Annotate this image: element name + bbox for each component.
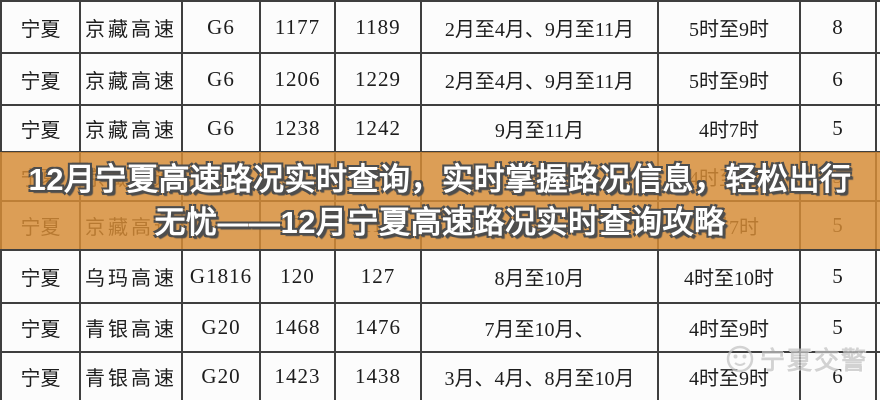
table-cell: 宁夏 bbox=[0, 52, 81, 106]
table-cell: 127 bbox=[334, 249, 422, 304]
table-cell: 8月至10月 bbox=[420, 249, 659, 304]
watermark-label: 宁夏交警 bbox=[759, 347, 868, 375]
table-cell: 1438 bbox=[334, 351, 422, 400]
table-cell: 乌玛高速 bbox=[79, 249, 183, 304]
table-row: 宁夏 京藏高速 G6 1238 1242 9月至11月 4时7时 5 bbox=[0, 104, 880, 153]
traffic-police-badge-icon bbox=[725, 343, 755, 375]
table-cell: 8 bbox=[799, 0, 877, 54]
table-cell: 6 bbox=[799, 52, 877, 106]
table-cell: 京藏高速 bbox=[79, 0, 183, 54]
title-banner-overlay: 12月宁夏高速路况实时查询，实时掌握路况信息，轻松出行 无忧——12月宁夏高速路… bbox=[0, 152, 880, 249]
table-cell: 1476 bbox=[334, 302, 422, 353]
table-cell: 3月、4月、8月至10月 bbox=[420, 351, 659, 400]
table-cell: G20 bbox=[181, 351, 261, 400]
table-cell: 宁夏 bbox=[0, 0, 81, 54]
table-row: 宁夏 京藏高速 G6 1206 1229 2月至4月、9月至11月 5时至9时 … bbox=[0, 52, 880, 106]
table-cell: G6 bbox=[181, 52, 261, 106]
banner-title-line1: 12月宁夏高速路况实时查询，实时掌握路况信息，轻松出行 bbox=[28, 161, 852, 197]
table-row: 宁夏 青银高速 G20 1468 1476 7月至10月、 4时至9时 5 bbox=[0, 302, 880, 353]
table-cell: 京藏高速 bbox=[79, 52, 183, 106]
table-cell: 9月至11月 bbox=[420, 104, 659, 153]
table-cell: 宁夏 bbox=[0, 302, 81, 353]
table-cell: 4时至9时 bbox=[657, 302, 801, 353]
table-cell: 2月至4月、9月至11月 bbox=[420, 52, 659, 106]
table-cell-sliver bbox=[875, 104, 880, 153]
banner-title-line2: 无忧——12月宁夏高速路况实时查询攻略 bbox=[154, 204, 726, 240]
table-cell: G6 bbox=[181, 104, 261, 153]
table-cell: 青银高速 bbox=[79, 351, 183, 400]
table-cell: 宁夏 bbox=[0, 249, 81, 304]
table-cell: 1242 bbox=[334, 104, 422, 153]
table-cell: 120 bbox=[259, 249, 336, 304]
table-cell-sliver bbox=[875, 302, 880, 353]
table-cell: 1229 bbox=[334, 52, 422, 106]
table-cell: 1177 bbox=[259, 0, 336, 54]
table-cell: G1816 bbox=[181, 249, 261, 304]
table-cell: 5 bbox=[799, 249, 877, 304]
table-cell: 5 bbox=[799, 302, 877, 353]
table-cell: 5 bbox=[799, 104, 877, 153]
table-cell: 京藏高速 bbox=[79, 104, 183, 153]
table-cell: 7月至10月、 bbox=[420, 302, 659, 353]
table-cell-sliver bbox=[875, 0, 880, 54]
table-cell: 1423 bbox=[259, 351, 336, 400]
table-cell: 1189 bbox=[334, 0, 422, 54]
table-cell: 2月至4月、9月至11月 bbox=[420, 0, 659, 54]
table-cell-sliver bbox=[875, 351, 880, 400]
table-cell: 青银高速 bbox=[79, 302, 183, 353]
table-cell: 宁夏 bbox=[0, 351, 81, 400]
table-cell: G20 bbox=[181, 302, 261, 353]
table-cell: G6 bbox=[181, 0, 261, 54]
table-cell: 5时至9时 bbox=[657, 0, 801, 54]
table-cell-sliver bbox=[875, 249, 880, 304]
table-row: 宁夏 京藏高速 G6 1177 1189 2月至4月、9月至11月 5时至9时 … bbox=[0, 0, 880, 54]
watermark: 宁夏交警 bbox=[725, 341, 868, 377]
table-cell: 1468 bbox=[259, 302, 336, 353]
table-row: 宁夏 青银高速 G20 1423 1438 3月、4月、8月至10月 4时至9时… bbox=[0, 351, 880, 400]
table-cell: 1206 bbox=[259, 52, 336, 106]
table-cell: 4时7时 bbox=[657, 104, 801, 153]
table-cell: 宁夏 bbox=[0, 104, 81, 153]
table-cell: 1238 bbox=[259, 104, 336, 153]
table-cell: 5时至9时 bbox=[657, 52, 801, 106]
table-row: 宁夏 乌玛高速 G1816 120 127 8月至10月 4时至10时 5 bbox=[0, 249, 880, 304]
table-cell: 4时至10时 bbox=[657, 249, 801, 304]
table-cell-sliver bbox=[875, 52, 880, 106]
table-cell: 6 bbox=[799, 351, 877, 400]
